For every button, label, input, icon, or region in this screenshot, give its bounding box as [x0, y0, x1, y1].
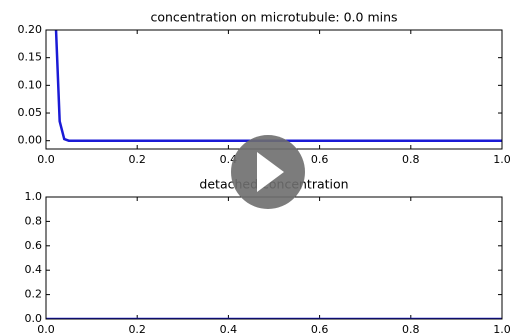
y-tick-label: 0.20: [18, 23, 43, 36]
x-tick-label: 0.6: [311, 153, 329, 166]
y-tick-label: 0.4: [25, 263, 43, 276]
x-tick-label: 0.2: [128, 323, 146, 335]
y-tick-label: 0.05: [18, 106, 43, 119]
x-tick-label: 0.0: [37, 153, 55, 166]
x-tick-label: 0.8: [402, 153, 420, 166]
x-tick-label: 1.0: [493, 323, 511, 335]
y-tick-label: 0.10: [18, 78, 43, 91]
y-tick-label: 0.6: [25, 239, 43, 252]
play-button[interactable]: [231, 135, 305, 209]
subplot: concentration on microtubule: 0.0 mins 0.…: [18, 10, 511, 167]
chart-title: concentration on microtubule: 0.0 mins: [150, 10, 397, 25]
play-icon[interactable]: [257, 152, 284, 192]
x-tick-label: 0.0: [37, 323, 55, 335]
y-tick-label: 0.15: [18, 51, 43, 64]
data-line: [54, 30, 502, 142]
y-tick-label: 0.8: [25, 214, 43, 227]
x-tick-label: 0.6: [311, 323, 329, 335]
y-tick-label: 0.2: [25, 288, 43, 301]
y-tick-label: 1.0: [25, 190, 43, 203]
x-tick-label: 1.0: [493, 153, 511, 166]
x-tick-label: 0.2: [128, 153, 146, 166]
y-tick-label: 0.00: [18, 134, 43, 147]
x-tick-label: 0.8: [402, 323, 420, 335]
y-tick-label: 0.0: [25, 312, 43, 325]
x-tick-label: 0.4: [220, 323, 238, 335]
